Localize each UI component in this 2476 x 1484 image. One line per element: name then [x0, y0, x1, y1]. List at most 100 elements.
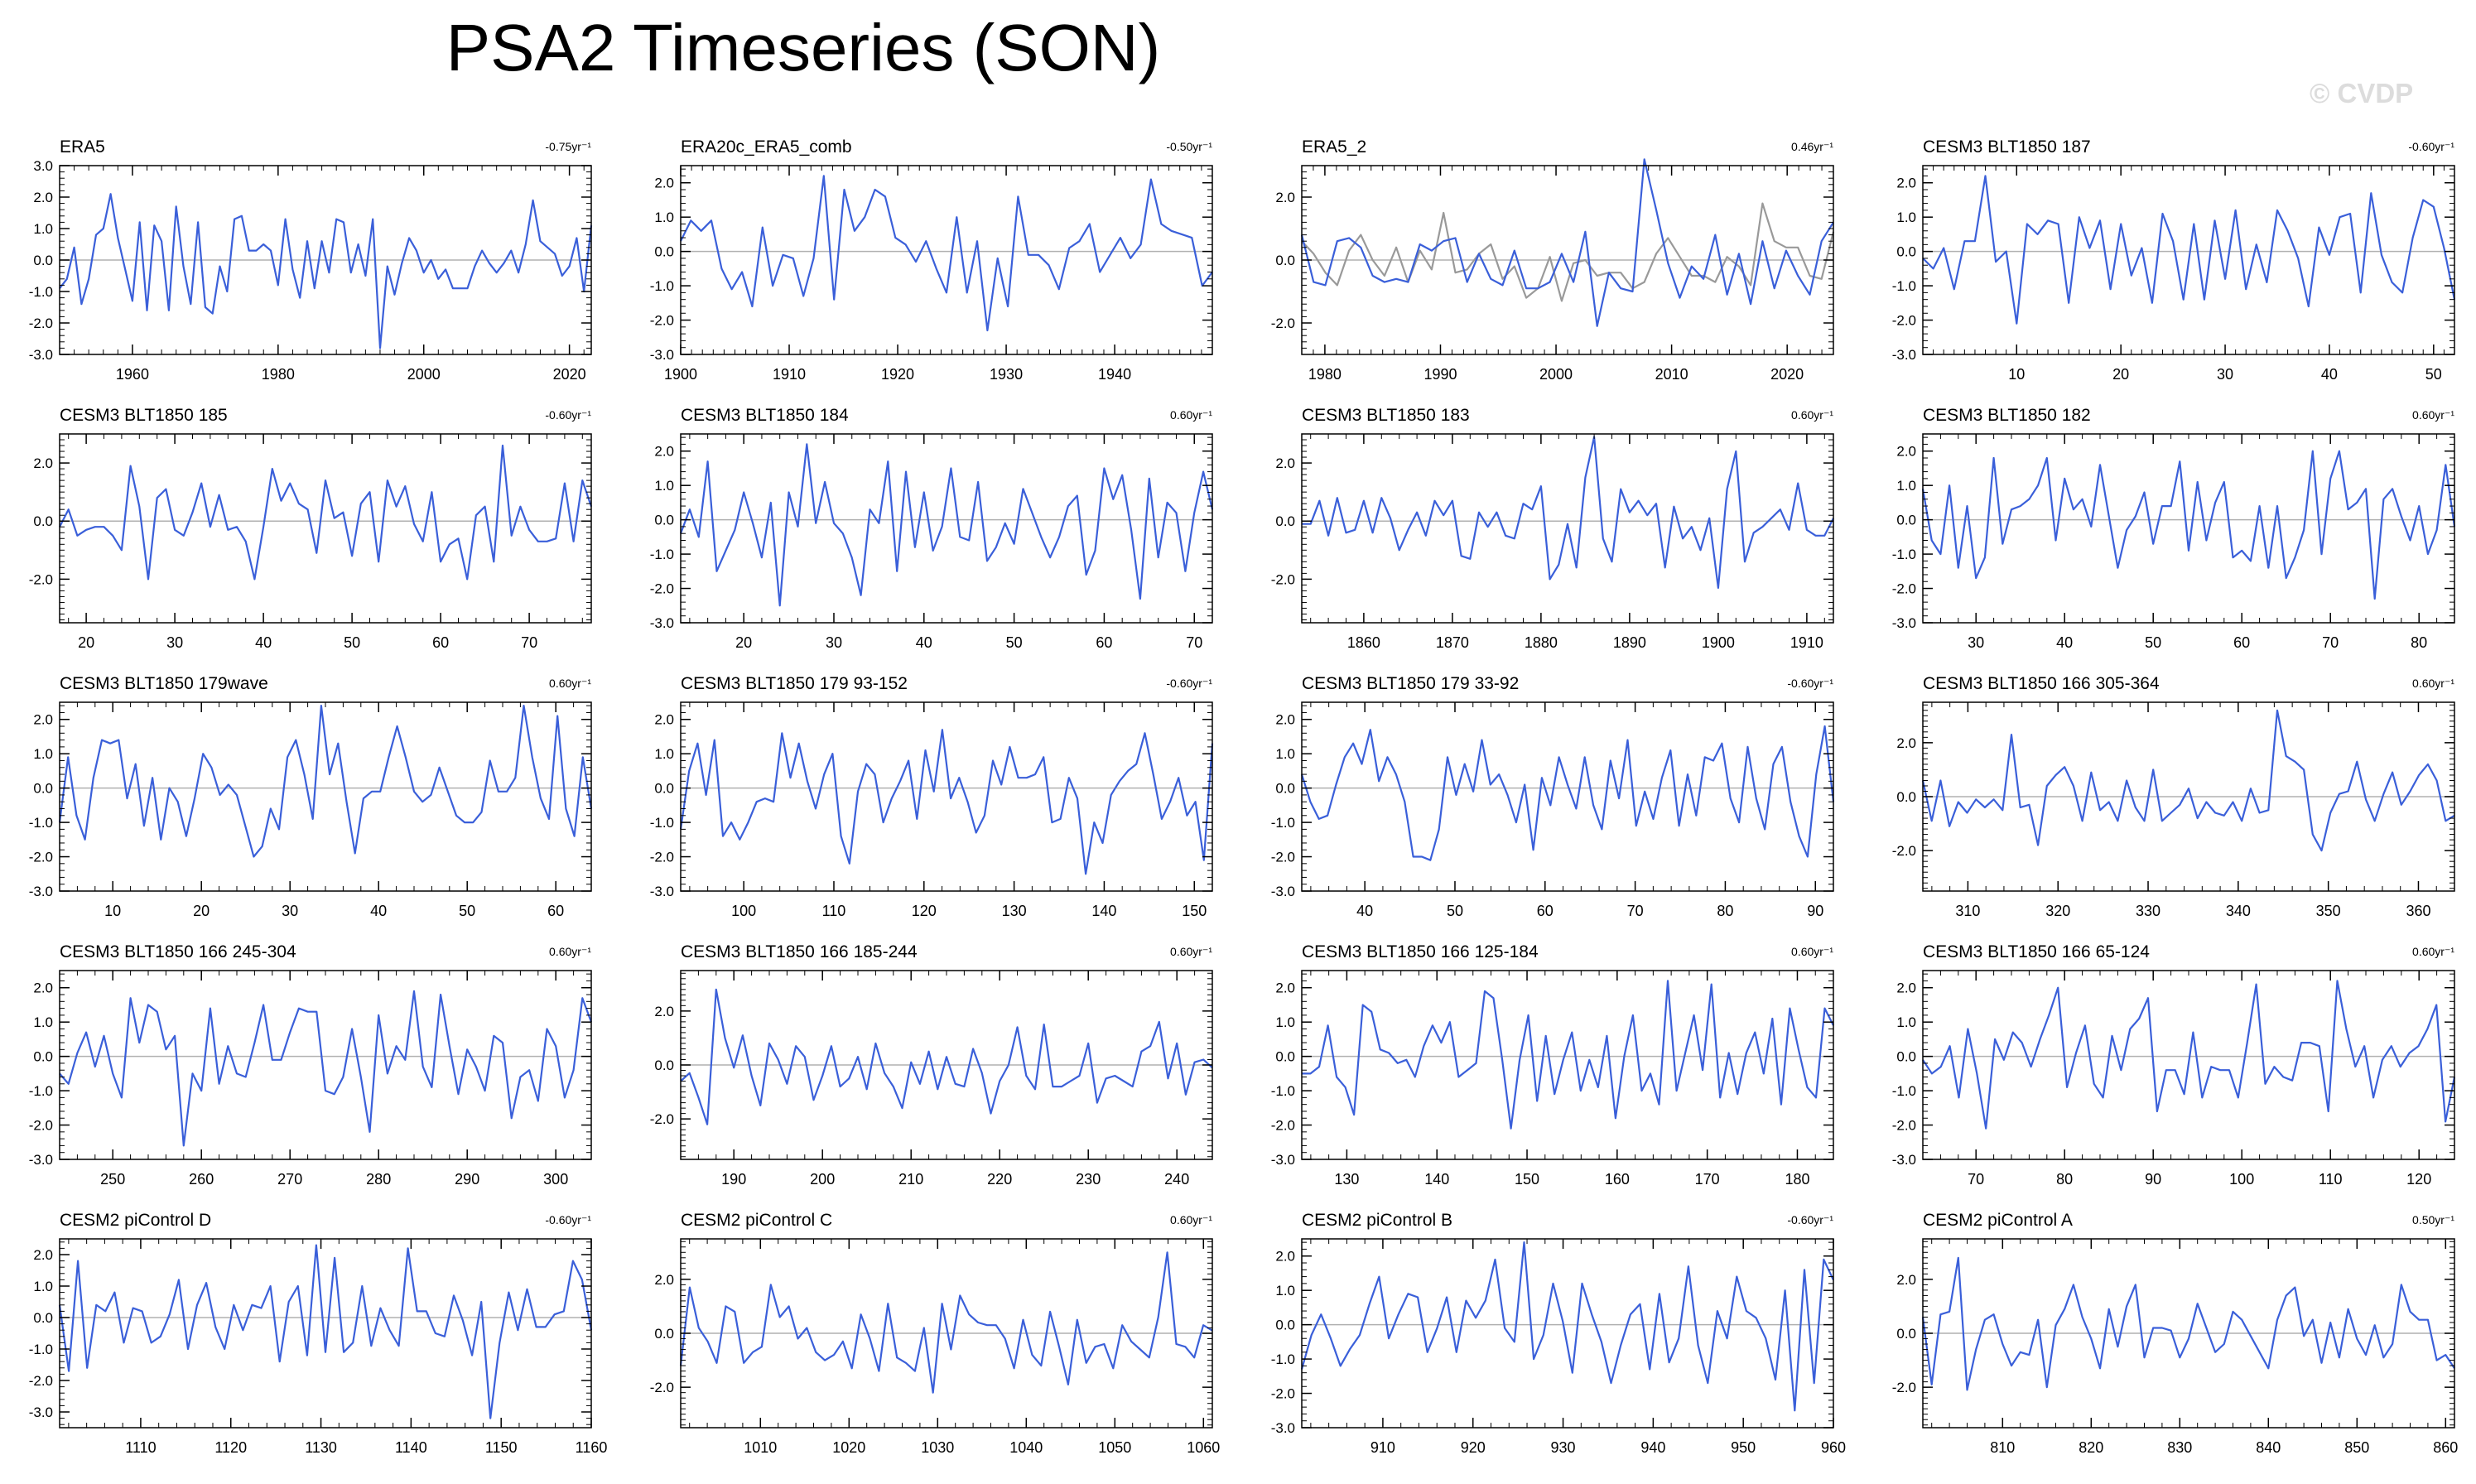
y-tick-label: 2.0 — [1275, 712, 1295, 728]
y-tick-label: -2.0 — [1892, 1118, 1916, 1134]
x-tick-label: 220 — [987, 1171, 1012, 1188]
y-tick-label: -1.0 — [650, 547, 674, 562]
chart-panel: ERA20c_ERA5_comb -0.50yr⁻¹ -3.0 -2.0 -1.0 0.0… — [650, 137, 1213, 383]
y-tick-label: -1.0 — [1271, 815, 1295, 831]
chart-panel: CESM3 BLT1850 166 305-364 0.60yr⁻¹ -2.0 0.0… — [1892, 674, 2455, 919]
chart-panel: CESM3 BLT1850 183 0.60yr⁻¹ -2.0 0.0 2.0 1860 1… — [1271, 406, 1834, 651]
page-title: PSA2 Timeseries (SON) — [446, 11, 1161, 84]
x-tick-label: 1150 — [485, 1439, 518, 1456]
x-tick-label: 110 — [2319, 1171, 2343, 1188]
y-tick-label: -1.0 — [29, 284, 53, 300]
series-line — [679, 1251, 1213, 1394]
x-tick-label: 310 — [1955, 903, 1980, 919]
chart-panel: ERA5 -0.75yr⁻¹ -3.0 -2.0 -1.0 0.0 1.0 2.0 3.0 196… — [29, 137, 593, 383]
x-tick-label: 240 — [1164, 1171, 1189, 1188]
y-tick-label: 1.0 — [33, 1279, 53, 1294]
y-tick-label: 2.0 — [1275, 980, 1295, 996]
y-tick-label: -3.0 — [29, 884, 53, 899]
chart-panel: CESM3 BLT1850 187 -0.60yr⁻¹ -3.0 -2.0 -1.0 0.… — [1892, 137, 2456, 383]
x-tick-label: 20 — [735, 634, 752, 651]
y-tick-label: -3.0 — [1271, 1152, 1295, 1168]
y-tick-label: 1.0 — [654, 210, 674, 225]
y-tick-label: 2.0 — [1896, 980, 1916, 996]
y-tick-label: 1.0 — [654, 478, 674, 494]
y-tick-label: -3.0 — [1271, 1420, 1295, 1436]
y-tick-label: 1.0 — [654, 746, 674, 762]
y-tick-label: 0.0 — [33, 1049, 53, 1065]
y-tick-label: -1.0 — [1271, 1352, 1295, 1367]
series-line — [1302, 436, 1834, 590]
y-tick-label: -1.0 — [29, 1083, 53, 1099]
plot-frame — [1922, 165, 2455, 355]
trend-label: 0.60yr⁻¹ — [549, 945, 591, 958]
y-tick-label: 0.0 — [33, 513, 53, 529]
trend-label: 0.60yr⁻¹ — [1791, 945, 1833, 958]
x-tick-label: 1130 — [305, 1439, 337, 1456]
y-tick-label: -3.0 — [1892, 347, 1916, 363]
x-tick-label: 1060 — [1187, 1439, 1220, 1456]
watermark-text: © CVDP — [2310, 78, 2414, 108]
plot-frame — [1301, 433, 1834, 624]
x-tick-label: 1020 — [832, 1439, 865, 1456]
y-tick-label: -1.0 — [650, 815, 674, 831]
x-tick-label: 20 — [193, 903, 210, 919]
y-tick-label: 0.0 — [33, 1310, 53, 1326]
y-tick-label: -2.0 — [1271, 571, 1295, 587]
y-tick-label: -3.0 — [1271, 884, 1295, 899]
x-tick-label: 80 — [2411, 634, 2427, 651]
y-tick-label: -2.0 — [1892, 1380, 1916, 1395]
x-tick-label: 930 — [1551, 1439, 1576, 1456]
x-tick-label: 20 — [2112, 366, 2129, 383]
series-line — [1921, 709, 2455, 852]
series-line — [1300, 158, 1834, 327]
trend-label: 0.60yr⁻¹ — [1170, 408, 1212, 422]
y-tick-label: -3.0 — [650, 615, 674, 631]
chart-panel: CESM3 BLT1850 166 65-124 0.60yr⁻¹ -3.0 -2.0… — [1892, 942, 2456, 1188]
x-tick-label: 2010 — [1655, 366, 1688, 383]
plot-frame — [59, 970, 592, 1160]
x-tick-label: 280 — [366, 1171, 391, 1188]
trend-label: 0.60yr⁻¹ — [1791, 408, 1833, 422]
y-tick-label: -3.0 — [1892, 1152, 1916, 1168]
y-tick-label: 0.0 — [1896, 1049, 1916, 1065]
series-line — [680, 175, 1213, 332]
chart-title: CESM2 piControl C — [681, 1211, 832, 1230]
series-line — [1300, 1241, 1834, 1412]
y-tick-label: -2.0 — [29, 571, 53, 587]
x-tick-label: 80 — [2056, 1171, 2073, 1188]
y-tick-label: 2.0 — [1896, 444, 1916, 460]
chart-panel: CESM3 BLT1850 166 125-184 0.60yr⁻¹ -3.0 -2.… — [1271, 942, 1834, 1188]
x-tick-label: 110 — [822, 903, 846, 919]
chart-title: CESM3 BLT1850 185 — [60, 406, 228, 425]
series-line — [680, 988, 1213, 1125]
chart-title: CESM3 BLT1850 187 — [1923, 137, 2091, 157]
y-tick-label: -3.0 — [29, 347, 53, 363]
chart-panel: CESM3 BLT1850 179 33-92 -0.60yr⁻¹ -3.0 -2.0… — [1271, 674, 1835, 919]
x-tick-label: 920 — [1461, 1439, 1486, 1456]
x-tick-label: 40 — [1356, 903, 1373, 919]
y-tick-label: 0.0 — [654, 1326, 674, 1342]
y-tick-label: 0.0 — [654, 244, 674, 260]
x-tick-label: 50 — [1006, 634, 1023, 651]
x-tick-label: 50 — [2425, 366, 2442, 383]
x-tick-label: 130 — [1002, 903, 1027, 919]
x-tick-label: 60 — [1096, 634, 1112, 651]
x-tick-label: 1880 — [1525, 634, 1558, 651]
x-tick-label: 40 — [370, 903, 387, 919]
x-tick-label: 40 — [2321, 366, 2338, 383]
x-tick-label: 1900 — [664, 366, 697, 383]
series-line — [679, 729, 1214, 875]
y-tick-label: 1.0 — [33, 221, 53, 237]
x-tick-label: 320 — [2045, 903, 2070, 919]
y-tick-label: 0.0 — [654, 781, 674, 797]
trend-label: 0.60yr⁻¹ — [1170, 945, 1212, 958]
x-tick-label: 1890 — [1613, 634, 1646, 651]
x-tick-label: 30 — [282, 903, 298, 919]
chart-title: ERA5 — [60, 137, 105, 157]
series-line — [1302, 980, 1834, 1130]
y-tick-label: 0.0 — [654, 513, 674, 528]
chart-title: CESM3 BLT1850 179 93-152 — [681, 674, 908, 693]
series-line — [1922, 980, 2456, 1130]
y-tick-label: -2.0 — [1892, 581, 1916, 597]
trend-label: 0.46yr⁻¹ — [1791, 140, 1833, 153]
